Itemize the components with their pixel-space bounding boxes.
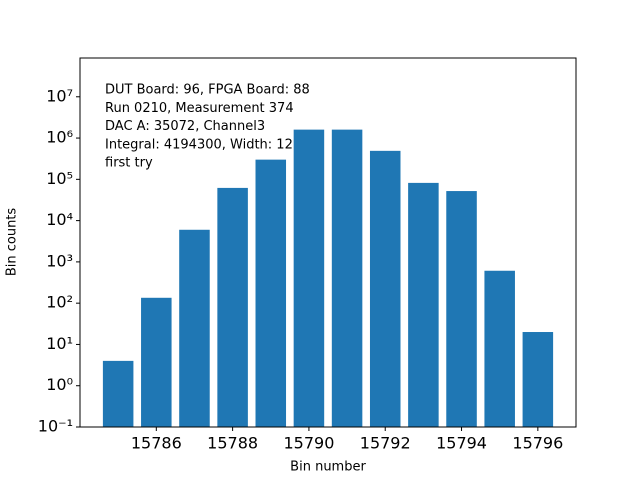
bar [331, 129, 363, 427]
x-tick-label: 15794 [436, 434, 487, 453]
y-tick-label: 10⁰ [46, 375, 73, 394]
y-tick-label: 10⁻¹ [38, 417, 73, 436]
annotation: Integral: 4194300, Width: 12 [105, 137, 293, 152]
axes-frame [79, 57, 577, 428]
bar [446, 191, 477, 427]
bar [369, 150, 401, 427]
bar [255, 159, 287, 427]
x-tick-label: 15796 [512, 434, 563, 453]
annotation: Run 0210, Measurement 374 [105, 101, 294, 116]
y-tick-label: 10⁷ [46, 86, 73, 105]
bar [522, 332, 554, 427]
y-axis-label: Bin counts [5, 208, 20, 277]
annotation: DAC A: 35072, Channel3 [105, 119, 265, 134]
bar [141, 297, 172, 427]
annotation: DUT Board: 96, FPGA Board: 88 [105, 83, 310, 98]
annotation: first try [105, 156, 153, 171]
bar [293, 129, 325, 427]
y-tick-label: 10¹ [46, 334, 73, 353]
bar [217, 187, 248, 427]
y-tick-label: 10⁶ [46, 128, 73, 147]
x-tick-label: 15788 [207, 434, 258, 453]
y-tick-label: 10⁴ [46, 210, 73, 229]
y-tick-label: 10³ [46, 251, 73, 270]
x-tick-label: 15790 [283, 434, 334, 453]
bar [102, 360, 134, 427]
bar [484, 270, 515, 427]
y-tick-label: 10⁵ [46, 169, 73, 188]
y-tick-label: 10² [46, 293, 73, 312]
x-tick-label: 15786 [131, 434, 182, 453]
x-tick-label: 15792 [360, 434, 411, 453]
bar [408, 182, 439, 427]
x-axis-label: Bin number [290, 460, 366, 475]
bar [179, 229, 210, 427]
